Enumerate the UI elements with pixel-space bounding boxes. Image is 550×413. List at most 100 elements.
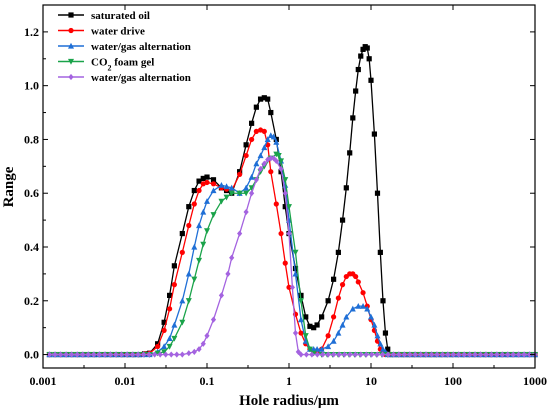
data-point — [278, 230, 284, 237]
data-point — [174, 351, 180, 358]
data-point — [505, 351, 511, 358]
data-point — [152, 351, 158, 358]
data-point — [196, 346, 202, 353]
data-point — [273, 138, 280, 145]
data-point — [434, 351, 440, 358]
x-axis-title: Hole radius/μm — [239, 393, 339, 409]
data-point — [186, 350, 192, 357]
data-point — [191, 243, 198, 250]
data-point — [161, 349, 168, 356]
data-point — [264, 136, 271, 143]
data-point — [179, 249, 185, 255]
data-point — [261, 95, 267, 101]
data-point — [113, 351, 119, 358]
data-point — [292, 329, 299, 337]
data-point — [418, 351, 424, 358]
data-point — [171, 321, 178, 328]
data-point — [268, 155, 274, 162]
data-point — [282, 204, 288, 210]
data-point — [325, 343, 332, 350]
data-point — [374, 190, 381, 196]
data-point — [335, 329, 342, 336]
data-point — [360, 46, 366, 52]
data-point — [257, 165, 264, 173]
data-point — [268, 169, 274, 175]
data-point — [191, 348, 197, 355]
x-tick-label: 0.01 — [115, 374, 136, 388]
data-point — [265, 156, 271, 163]
data-point — [488, 351, 495, 358]
data-point — [292, 270, 299, 277]
data-point — [200, 208, 207, 215]
data-point — [229, 254, 235, 261]
data-point — [339, 321, 346, 328]
series-layer — [46, 44, 538, 358]
data-point — [179, 319, 186, 326]
data-point — [102, 351, 108, 358]
data-point — [374, 351, 380, 358]
data-point — [278, 158, 285, 165]
data-point — [325, 333, 331, 339]
x-tick-label: 10 — [365, 374, 377, 388]
data-point — [371, 131, 377, 137]
data-point — [210, 187, 217, 194]
legend-label: water/gas alternation — [91, 72, 191, 84]
data-point — [325, 298, 331, 304]
data-point — [510, 351, 516, 358]
data-point — [311, 325, 317, 331]
data-point — [155, 343, 161, 350]
data-point — [385, 351, 391, 358]
data-point — [350, 115, 356, 121]
data-point — [360, 302, 367, 309]
data-point — [223, 194, 230, 201]
data-point — [167, 292, 173, 298]
data-point — [368, 77, 374, 83]
data-point — [358, 53, 364, 59]
data-point — [483, 351, 489, 358]
data-point — [228, 190, 235, 197]
data-point — [456, 351, 462, 358]
data-point — [155, 341, 161, 347]
data-point — [401, 351, 407, 358]
data-point — [166, 343, 173, 350]
data-point — [369, 351, 375, 358]
data-point — [261, 144, 268, 151]
data-point — [477, 351, 484, 358]
data-point — [331, 276, 337, 282]
data-point — [210, 177, 217, 183]
data-point — [91, 351, 97, 358]
series-line — [49, 134, 535, 356]
data-point — [257, 152, 264, 159]
data-point — [339, 217, 346, 223]
data-point — [154, 350, 161, 357]
data-point — [157, 351, 163, 358]
data-point — [353, 88, 359, 94]
data-point — [179, 351, 185, 358]
data-point — [286, 230, 292, 237]
data-point — [218, 292, 225, 299]
data-point — [306, 346, 313, 353]
data-point — [412, 351, 418, 358]
data-point — [331, 314, 337, 320]
y-tick-label: 0.4 — [24, 240, 39, 254]
y-tick-label: 0.8 — [24, 132, 39, 146]
data-point — [107, 351, 113, 358]
data-point — [390, 351, 397, 358]
data-point — [341, 351, 348, 358]
data-point — [307, 323, 313, 329]
legend-marker — [68, 27, 74, 34]
legend-marker — [68, 73, 74, 81]
series-1 — [46, 44, 538, 358]
data-point — [292, 249, 299, 256]
legend: saturated oil water drive water/gas altern… — [58, 10, 191, 84]
data-point — [331, 351, 337, 358]
data-point — [129, 351, 136, 358]
data-point — [140, 351, 147, 358]
data-point — [74, 351, 80, 358]
data-point — [286, 284, 292, 290]
data-point — [204, 332, 210, 339]
data-point — [196, 257, 203, 264]
data-point — [352, 351, 359, 358]
data-point — [196, 178, 202, 184]
y-tick-label: 0.6 — [24, 186, 39, 200]
